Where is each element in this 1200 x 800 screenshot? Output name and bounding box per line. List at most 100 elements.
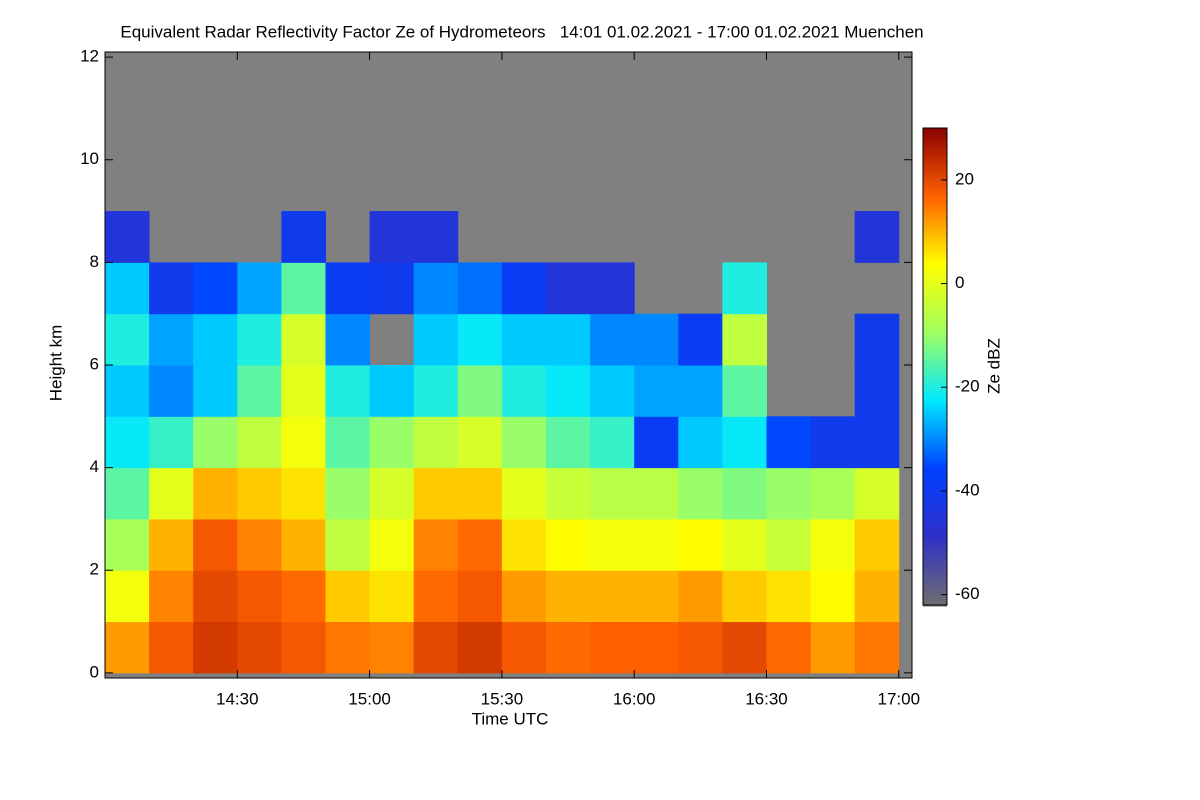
heat-cell (325, 262, 371, 315)
colorbar-swatch (923, 592, 947, 595)
heat-cell (501, 416, 547, 469)
heat-cell (105, 365, 150, 417)
heat-cell (413, 467, 459, 520)
colorbar-swatch (923, 172, 947, 175)
heat-cell (854, 570, 900, 623)
heat-cell (545, 518, 591, 571)
colorbar-swatch (923, 432, 947, 435)
colorbar-swatch (923, 386, 947, 389)
colorbar-swatch (923, 194, 947, 197)
colorbar-swatch (923, 208, 947, 211)
heat-cell (281, 313, 326, 366)
colorbar-swatch (923, 506, 947, 509)
heat-cell (545, 313, 591, 366)
colorbar-swatch (923, 426, 947, 429)
colorbar-swatch (923, 466, 947, 469)
colorbar-swatch (923, 168, 947, 171)
colorbar-swatch (923, 500, 947, 503)
colorbar-swatch (923, 484, 947, 487)
heat-cell (501, 518, 547, 571)
colorbar-swatch (923, 178, 947, 181)
heat-cell (281, 416, 326, 469)
heat-cell (105, 467, 150, 520)
colorbar-swatch (923, 398, 947, 401)
heat-cell (634, 621, 679, 674)
colorbar-swatch (923, 584, 947, 587)
colorbar-swatch (923, 456, 947, 459)
colorbar-swatch (923, 236, 947, 239)
colorbar-swatch (923, 314, 947, 317)
colorbar-swatch (923, 130, 947, 133)
heat-cell (678, 467, 723, 520)
colorbar-swatch (923, 156, 947, 159)
y-axis-label: Height km (46, 325, 65, 402)
colorbar-swatch (923, 288, 947, 291)
colorbar-swatch (923, 470, 947, 473)
colorbar-swatch (923, 212, 947, 215)
colorbar-swatch (923, 232, 947, 235)
heat-cell (193, 313, 238, 366)
y-tick-label: 6 (90, 354, 99, 373)
colorbar-swatch (923, 228, 947, 231)
colorbar-swatch (923, 272, 947, 275)
colorbar-swatch (923, 492, 947, 495)
colorbar-swatch (923, 376, 947, 379)
heat-cell (325, 621, 371, 674)
colorbar-swatch (923, 328, 947, 331)
colorbar-swatch (923, 508, 947, 511)
colorbar-swatch (923, 546, 947, 549)
colorbar-swatch (923, 220, 947, 223)
colorbar-swatch (923, 300, 947, 303)
heat-cell (810, 518, 856, 571)
heat-cell (413, 518, 459, 571)
heat-cell (325, 570, 371, 623)
heat-cell (369, 621, 415, 674)
colorbar-swatch (923, 312, 947, 315)
colorbar-swatch (923, 524, 947, 527)
heat-cell (545, 262, 591, 315)
colorbar-swatch (923, 464, 947, 467)
colorbar-swatch (923, 390, 947, 393)
colorbar-swatch (923, 152, 947, 155)
heat-cell (810, 570, 856, 623)
colorbar-swatch (923, 292, 947, 295)
heat-cell (105, 518, 150, 571)
heat-cell (457, 570, 503, 623)
heat-cell (501, 313, 547, 366)
heat-cell (369, 211, 415, 263)
colorbar-swatch (923, 428, 947, 431)
colorbar-swatch (923, 438, 947, 441)
colorbar-swatch (923, 280, 947, 283)
colorbar-swatch (923, 424, 947, 427)
heat-cell (854, 313, 900, 366)
heat-cell (281, 262, 326, 315)
colorbar-swatch (923, 234, 947, 237)
colorbar-swatch (923, 554, 947, 557)
heat-cell (281, 621, 326, 674)
colorbar-swatch (923, 198, 947, 201)
colorbar-swatch (923, 184, 947, 187)
colorbar-swatch (923, 472, 947, 475)
colorbar-swatch (923, 578, 947, 581)
heat-cell (545, 467, 591, 520)
heat-cell (590, 313, 635, 366)
heat-cell (854, 467, 900, 520)
colorbar-swatch (923, 454, 947, 457)
colorbar-swatch (923, 532, 947, 535)
colorbar-swatch (923, 596, 947, 599)
heat-cell (722, 313, 767, 366)
heat-cell (810, 416, 856, 469)
heat-cell (501, 262, 547, 315)
heat-cell (457, 621, 503, 674)
colorbar-swatch (923, 216, 947, 219)
colorbar-swatch (923, 434, 947, 437)
colorbar-label: Ze dBZ (984, 338, 1003, 394)
colorbar-swatch (923, 538, 947, 541)
colorbar-swatch (923, 166, 947, 169)
colorbar-swatch (923, 136, 947, 139)
heat-cell (634, 313, 679, 366)
heat-cell (325, 365, 371, 417)
colorbar-swatch (923, 270, 947, 273)
heat-cell (149, 621, 194, 674)
heat-cell (678, 621, 723, 674)
